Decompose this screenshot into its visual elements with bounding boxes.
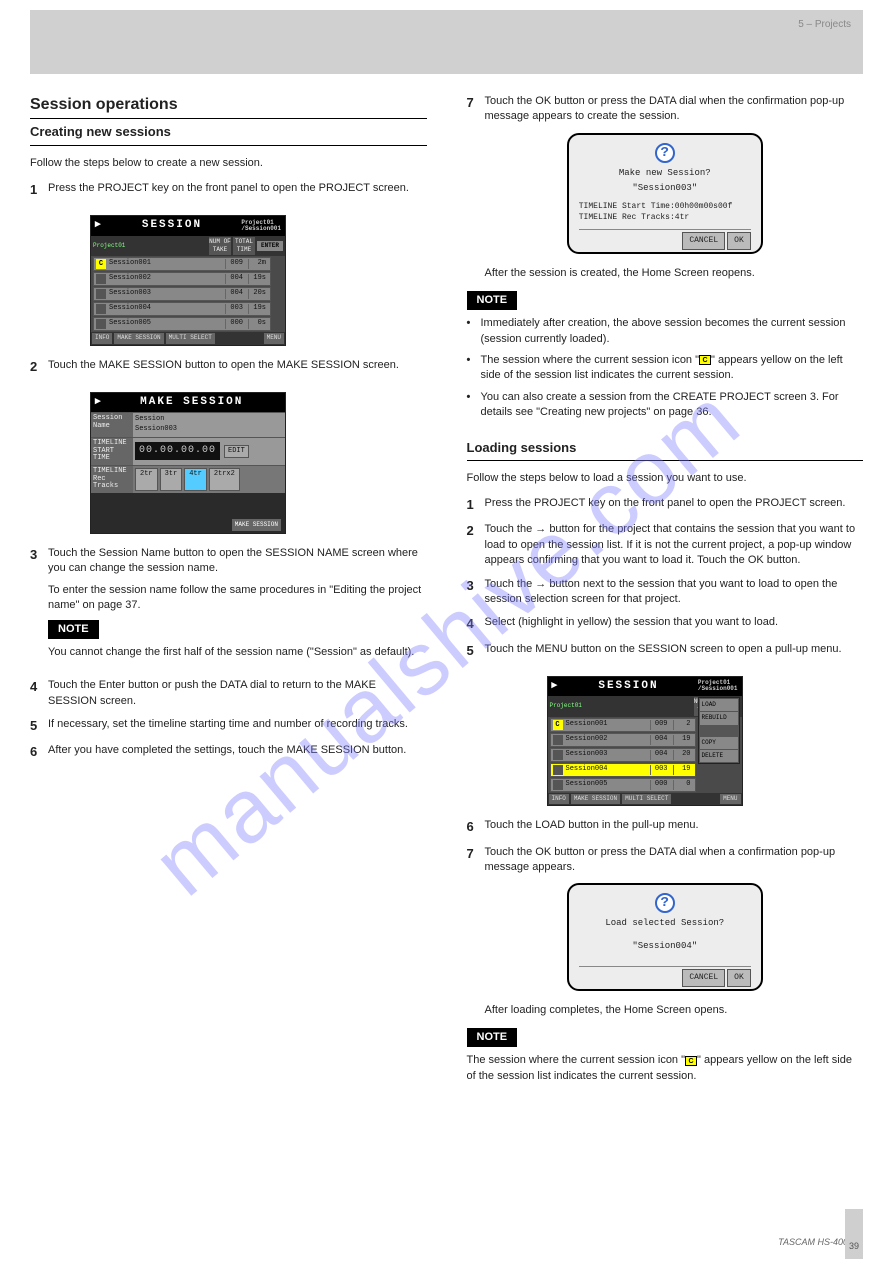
content-columns: Session operations Creating new sessions… bbox=[0, 94, 893, 1094]
make-session-thumb: ▸ MAKE SESSION Session Name Session Sess… bbox=[90, 392, 286, 534]
note-item: Immediately after creation, the above se… bbox=[481, 316, 864, 347]
load-intro: Follow the steps below to load a session… bbox=[467, 471, 864, 486]
step-text: Press the PROJECT key on the front panel… bbox=[48, 181, 427, 196]
load-step-4: 4 Select (highlight in yellow) the sessi… bbox=[467, 615, 864, 633]
cancel-button[interactable]: CANCEL bbox=[682, 969, 725, 986]
arrow-icon: ▸ bbox=[95, 218, 103, 233]
session-screen-thumb: ▸ SESSION Project01/Session001 Project01… bbox=[90, 215, 286, 346]
table-row: Session0050000s bbox=[93, 317, 271, 331]
table-row: Session00400319 bbox=[550, 763, 696, 777]
track-option: 4tr bbox=[184, 468, 207, 491]
load-step-6: 6 Touch the LOAD button in the pull-up m… bbox=[467, 818, 864, 836]
cancel-button[interactable]: CANCEL bbox=[682, 232, 725, 249]
question-icon: ? bbox=[655, 143, 675, 163]
load-step-5: 5 Touch the MENU button on the SESSION s… bbox=[467, 642, 864, 660]
note-body: The session where the current session ic… bbox=[467, 1053, 864, 1084]
table-row: Session00200419 bbox=[550, 733, 696, 747]
load-step-2: 2 Touch the → button for the project tha… bbox=[467, 522, 864, 568]
ok-button[interactable]: OK bbox=[727, 232, 751, 249]
step-5: 5 If necessary, set the timeline startin… bbox=[30, 717, 427, 735]
table-row: CSession0010092 bbox=[550, 718, 696, 732]
track-option: 3tr bbox=[160, 468, 183, 491]
footer: TASCAM HS-4000 39 bbox=[0, 1236, 893, 1249]
load-session-dialog: ? Load selected Session? "Session004" CA… bbox=[567, 883, 763, 990]
table-row: Session00300420s bbox=[93, 287, 271, 301]
after-create: After the session is created, the Home S… bbox=[467, 266, 864, 281]
after-load: After loading completes, the Home Screen… bbox=[467, 1003, 864, 1018]
load-step-3: 3 Touch the → button next to the session… bbox=[467, 577, 864, 608]
load-step-1: 1 Press the PROJECT key on the front pan… bbox=[467, 496, 864, 514]
note-body: You cannot change the first half of the … bbox=[48, 645, 427, 660]
current-icon: C bbox=[685, 1056, 697, 1066]
note-item: You can also create a session from the C… bbox=[481, 390, 864, 421]
header-chapter: 5 – Projects bbox=[798, 18, 851, 32]
table-row: Session00200419s bbox=[93, 272, 271, 286]
intro-text: Follow the steps below to create a new s… bbox=[30, 156, 427, 171]
ok-button[interactable]: OK bbox=[727, 969, 751, 986]
table-row: Session0050000 bbox=[550, 778, 696, 792]
session-menu-thumb: ▸ SESSION Project01/Session001 Project01… bbox=[547, 676, 743, 807]
note-header: NOTE bbox=[467, 1028, 518, 1047]
step-4: 4 Touch the Enter button or push the DAT… bbox=[30, 678, 427, 709]
section-title: Session operations bbox=[30, 94, 427, 119]
table-row: CSession0010092m bbox=[93, 257, 271, 271]
note-header: NOTE bbox=[48, 620, 99, 639]
step-3: 3 Touch the Session Name button to open … bbox=[30, 546, 427, 670]
arrow-icon: ▸ bbox=[95, 395, 103, 410]
question-icon: ? bbox=[655, 893, 675, 913]
header-band: 5 – Projects bbox=[30, 10, 863, 74]
load-step-7: 7 Touch the OK button or press the DATA … bbox=[467, 845, 864, 876]
note-item: The session where the current session ic… bbox=[481, 353, 864, 384]
track-option: 2tr bbox=[135, 468, 158, 491]
current-icon: C bbox=[699, 355, 711, 365]
make-session-dialog: ? Make new Session? "Session003" TIMELIN… bbox=[567, 133, 763, 254]
step-1: 1 Press the PROJECT key on the front pan… bbox=[30, 181, 427, 199]
step-7: 7 Touch the OK button or press the DATA … bbox=[467, 94, 864, 125]
page-number: 39 bbox=[845, 1209, 863, 1259]
table-row: Session00300420 bbox=[550, 748, 696, 762]
note-header: NOTE bbox=[467, 291, 518, 310]
subsection-load: Loading sessions bbox=[467, 439, 864, 461]
footer-text: TASCAM HS-4000 bbox=[778, 1236, 853, 1249]
table-row: Session00400319s bbox=[93, 302, 271, 316]
left-column: Session operations Creating new sessions… bbox=[30, 94, 427, 1094]
step-6: 6 After you have completed the settings,… bbox=[30, 743, 427, 761]
track-option: 2trx2 bbox=[209, 468, 240, 491]
arrow-icon: ▸ bbox=[552, 679, 560, 694]
step-2: 2 Touch the MAKE SESSION button to open … bbox=[30, 358, 427, 376]
subsection-title: Creating new sessions bbox=[30, 123, 427, 145]
right-column: 7 Touch the OK button or press the DATA … bbox=[467, 94, 864, 1094]
pullup-menu: LOAD REBUILD COPY DELETE bbox=[698, 697, 740, 765]
